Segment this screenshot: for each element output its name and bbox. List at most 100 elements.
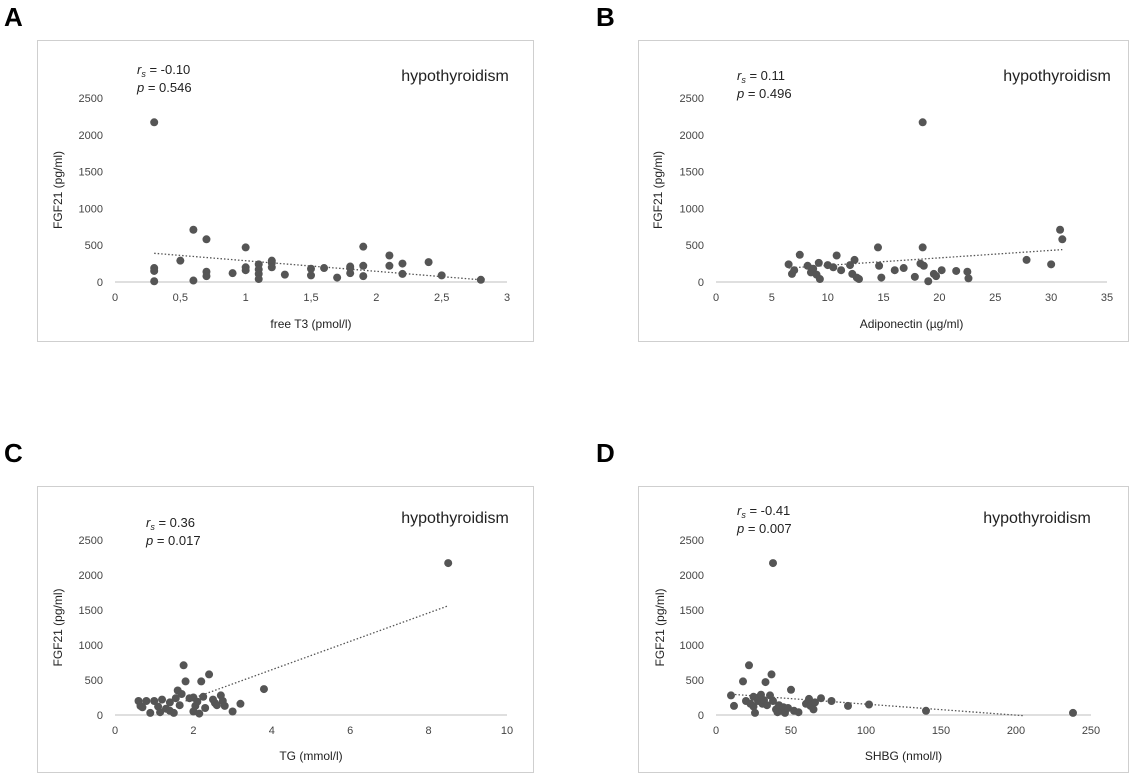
data-point-a	[359, 272, 368, 281]
data-point-a	[150, 266, 159, 275]
data-point-a	[150, 118, 159, 127]
y-tick-label-a: 1500	[79, 167, 103, 179]
data-point-a	[359, 242, 368, 251]
data-point-d	[745, 661, 753, 670]
x-tick-label-b: 25	[989, 292, 1001, 304]
data-point-d	[784, 704, 792, 712]
panel-letter-d: D	[596, 438, 615, 468]
data-point-c	[195, 709, 204, 718]
x-tick-label-c: 6	[347, 725, 353, 737]
data-point-d	[751, 708, 759, 717]
data-point-d	[805, 694, 813, 703]
data-point-a	[398, 269, 407, 278]
data-point-a	[228, 269, 237, 278]
x-tick-label-d: 0	[713, 725, 719, 737]
x-tick-label-b: 30	[1045, 292, 1057, 304]
data-point-c	[138, 703, 147, 712]
chart-title-c: hypothyroidism	[401, 510, 509, 527]
data-point-b	[875, 261, 884, 270]
data-point-a	[307, 271, 315, 280]
chart-panel-a	[37, 40, 534, 342]
data-point-b	[952, 266, 961, 275]
data-point-c	[181, 677, 190, 686]
chart-panel-d	[638, 486, 1129, 773]
data-point-d	[769, 697, 777, 705]
data-point-a	[359, 261, 368, 270]
y-tick-label-c: 2000	[79, 570, 103, 582]
x-tick-label-c: 0	[112, 725, 118, 737]
data-point-b	[846, 261, 855, 270]
data-point-b	[918, 118, 927, 127]
x-tick-label-a: 1,5	[303, 292, 318, 304]
x-axis-label-a: free T3 (pmol/l)	[270, 317, 351, 331]
data-point-b	[899, 264, 908, 273]
y-tick-label-b: 1000	[680, 203, 704, 215]
y-tick-label-b: 1500	[680, 167, 704, 179]
data-point-d	[769, 559, 777, 568]
data-point-c	[220, 701, 229, 710]
y-tick-label-c: 1500	[79, 605, 103, 617]
x-tick-label-a: 1	[243, 292, 249, 304]
x-tick-label-d: 200	[1007, 725, 1025, 737]
data-point-b	[795, 250, 804, 259]
data-point-a	[320, 264, 329, 273]
data-point-c	[165, 698, 174, 707]
data-point-b	[1022, 255, 1031, 264]
data-point-b	[854, 275, 863, 284]
x-axis-label-c: TG (mmol/l)	[279, 749, 342, 763]
y-tick-label-a: 500	[85, 240, 103, 252]
x-axis-label-b: Adiponectin (µg/ml)	[860, 317, 964, 331]
x-tick-label-d: 100	[857, 725, 875, 737]
stat-rs-d: rs = -0.41	[737, 503, 790, 520]
x-tick-label-b: 15	[877, 292, 889, 304]
trend-line-d	[727, 693, 1024, 717]
y-tick-label-d: 500	[686, 675, 704, 687]
data-point-a	[424, 258, 433, 267]
data-point-b	[832, 251, 841, 260]
data-point-c	[228, 707, 237, 716]
data-point-a	[202, 272, 211, 281]
data-point-c	[177, 690, 186, 698]
data-point-b	[910, 272, 919, 281]
data-point-d	[1069, 708, 1077, 717]
data-point-d	[844, 701, 852, 710]
data-point-b	[919, 261, 928, 270]
data-point-d	[811, 698, 819, 707]
data-point-c	[212, 701, 221, 710]
data-point-c	[179, 661, 188, 670]
panel-letter-a: A	[4, 2, 23, 32]
data-point-b	[1047, 260, 1056, 269]
data-point-c	[156, 708, 165, 717]
x-tick-label-c: 10	[501, 725, 513, 737]
x-tick-label-a: 3	[504, 292, 510, 304]
y-tick-label-d: 1000	[680, 640, 704, 652]
data-point-b	[809, 264, 818, 273]
stat-p-c: p = 0.017	[145, 533, 201, 548]
y-tick-label-b: 500	[686, 240, 704, 252]
data-point-a	[267, 263, 276, 272]
data-point-b	[890, 266, 899, 275]
data-point-a	[176, 256, 185, 265]
x-tick-label-d: 50	[785, 725, 797, 737]
x-tick-label-a: 0	[112, 292, 118, 304]
data-point-b	[937, 266, 946, 275]
data-point-d	[922, 706, 930, 715]
chart-title-b: hypothyroidism	[1003, 68, 1111, 85]
data-point-c	[201, 704, 210, 712]
data-point-a	[333, 273, 342, 282]
x-tick-label-d: 150	[932, 725, 950, 737]
data-point-a	[346, 264, 355, 273]
x-axis-label-d: SHBG (nmol/l)	[865, 749, 942, 763]
x-tick-label-b: 0	[713, 292, 719, 304]
panel-letter-c: C	[4, 438, 23, 468]
y-axis-label-c: FGF21 (pg/ml)	[51, 588, 65, 666]
data-point-b	[964, 274, 973, 283]
y-axis-label-a: FGF21 (pg/ml)	[51, 151, 65, 229]
y-tick-label-c: 0	[97, 710, 103, 722]
y-tick-label-c: 1000	[79, 640, 103, 652]
data-point-d	[817, 694, 825, 703]
data-point-d	[787, 685, 795, 694]
data-point-c	[171, 694, 180, 703]
chart-title-a: hypothyroidism	[401, 68, 509, 85]
y-tick-label-c: 2500	[79, 535, 103, 547]
